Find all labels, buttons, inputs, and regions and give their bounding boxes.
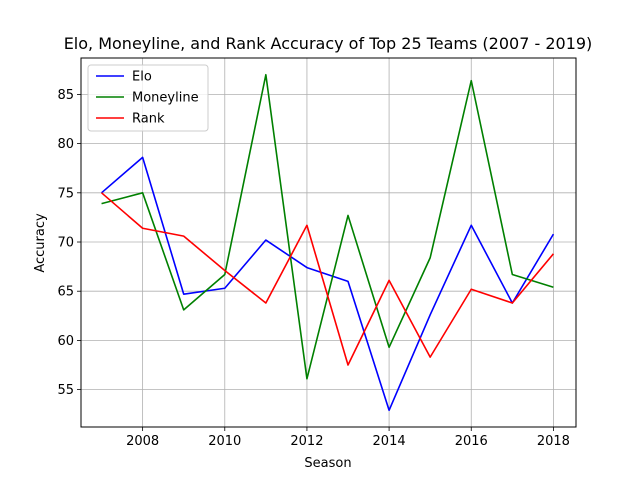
y-tick-label: 70 — [57, 236, 74, 251]
y-axis: 55 60 65 70 75 80 85 — [57, 88, 81, 398]
x-tick-label: 2016 — [455, 434, 488, 449]
plot-area-frame — [80, 57, 577, 428]
legend-box — [87, 64, 209, 132]
series-line-elo — [101, 156, 555, 412]
chart-title: Elo, Moneyline, and Rank Accuracy of Top… — [64, 34, 593, 53]
y-axis-label: Accuracy — [33, 213, 48, 273]
y-tick-label: 55 — [57, 383, 74, 398]
legend-label-rank: Rank — [132, 112, 165, 127]
x-tick-label: 2008 — [126, 434, 159, 449]
y-tick-label: 65 — [57, 285, 74, 300]
legend: Elo Moneyline Rank — [87, 64, 209, 132]
x-tick-label: 2010 — [208, 434, 241, 449]
x-axis: 2008 2010 2012 2014 2016 2018 — [126, 427, 570, 449]
series-lines — [101, 73, 555, 412]
y-tick-label: 60 — [57, 334, 74, 349]
x-tick-label: 2012 — [290, 434, 323, 449]
x-axis-label: Season — [304, 456, 351, 471]
x-tick-label: 2018 — [537, 434, 570, 449]
y-tick-label: 80 — [57, 137, 74, 152]
series-line-rank — [101, 192, 555, 366]
legend-label-moneyline: Moneyline — [132, 91, 199, 106]
x-tick-label: 2014 — [373, 434, 406, 449]
legend-label-elo: Elo — [132, 70, 152, 85]
y-tick-label: 85 — [57, 88, 74, 103]
y-tick-label: 75 — [57, 186, 74, 201]
grid — [81, 58, 576, 427]
